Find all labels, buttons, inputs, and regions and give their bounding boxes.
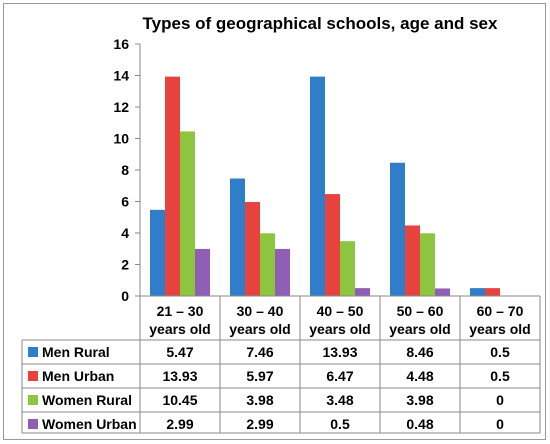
data-label: 0.5 bbox=[330, 416, 350, 432]
bar-women-rural bbox=[420, 233, 435, 296]
data-label: 0.5 bbox=[490, 344, 510, 360]
bar-women-rural bbox=[180, 131, 195, 296]
bar-women-urban bbox=[435, 288, 450, 296]
chart-frame bbox=[3, 3, 546, 440]
y-tick-label: 8 bbox=[121, 162, 129, 178]
legend-swatch bbox=[28, 419, 38, 429]
data-label: 0.5 bbox=[490, 368, 510, 384]
data-label: 6.47 bbox=[326, 368, 353, 384]
y-tick-label: 4 bbox=[121, 225, 129, 241]
data-label: 0 bbox=[496, 416, 504, 432]
y-tick-label: 14 bbox=[113, 68, 129, 84]
bar-men-urban bbox=[325, 194, 340, 296]
y-tick-label: 2 bbox=[121, 257, 129, 273]
legend-label: Women Urban bbox=[42, 416, 137, 432]
data-label: 5.47 bbox=[166, 344, 193, 360]
legend-swatch bbox=[28, 371, 38, 381]
data-label: 5.97 bbox=[246, 368, 273, 384]
data-label: 13.93 bbox=[162, 368, 197, 384]
y-tick-label: 0 bbox=[121, 288, 129, 304]
x-tick-label: years old bbox=[389, 321, 450, 337]
legend-label: Men Urban bbox=[42, 368, 114, 384]
x-tick-label: years old bbox=[149, 321, 210, 337]
bar-women-rural bbox=[340, 241, 355, 296]
x-tick-label: 21 – 30 bbox=[157, 303, 204, 319]
bar-women-urban bbox=[355, 288, 370, 296]
x-tick-label: 30 – 40 bbox=[237, 303, 284, 319]
y-tick-label: 10 bbox=[113, 131, 129, 147]
y-axis: 0 2 4 6 8 10 12 14 16 bbox=[113, 36, 141, 304]
bar-men-rural bbox=[310, 76, 325, 296]
x-tick-label: years old bbox=[229, 321, 290, 337]
data-label: 3.98 bbox=[246, 392, 273, 408]
data-label: 7.46 bbox=[246, 344, 273, 360]
y-tick-label: 16 bbox=[113, 36, 129, 52]
data-table: 21 – 30 years old 30 – 40 years old 40 – 50 y… bbox=[21, 295, 541, 434]
data-label: 0.48 bbox=[406, 416, 433, 432]
chart-title: Types of geographical schools, age and s… bbox=[143, 14, 498, 33]
bar-women-urban bbox=[275, 248, 290, 296]
bar-men-rural bbox=[390, 162, 405, 296]
legend-label: Women Rural bbox=[42, 392, 132, 408]
x-tick-label: years old bbox=[469, 321, 530, 337]
x-tick-label: 60 – 70 bbox=[477, 303, 524, 319]
bar-men-rural bbox=[230, 178, 245, 296]
data-label: 13.93 bbox=[322, 344, 357, 360]
y-tick-label: 6 bbox=[121, 194, 129, 210]
data-label: 3.48 bbox=[326, 392, 353, 408]
data-label: 3.98 bbox=[406, 392, 433, 408]
data-label: 4.48 bbox=[406, 368, 433, 384]
bar-men-urban bbox=[405, 225, 420, 296]
data-label: 0 bbox=[496, 392, 504, 408]
x-tick-label: years old bbox=[309, 321, 370, 337]
bar-women-rural bbox=[260, 233, 275, 296]
bars bbox=[150, 76, 500, 296]
bar-women-urban bbox=[195, 248, 210, 296]
bar-men-rural bbox=[470, 288, 485, 296]
x-tick-label: 40 – 50 bbox=[317, 303, 364, 319]
data-label: 2.99 bbox=[246, 416, 273, 432]
data-label: 10.45 bbox=[162, 392, 197, 408]
bar-men-urban bbox=[245, 201, 260, 296]
bar-men-urban bbox=[485, 288, 500, 296]
y-tick-label: 12 bbox=[113, 99, 129, 115]
data-label: 2.99 bbox=[166, 416, 193, 432]
legend-label: Men Rural bbox=[42, 344, 110, 360]
legend-swatch bbox=[28, 347, 38, 357]
bar-men-rural bbox=[150, 209, 165, 296]
x-tick-label: 50 – 60 bbox=[397, 303, 444, 319]
data-label: 8.46 bbox=[406, 344, 433, 360]
legend-swatch bbox=[28, 395, 38, 405]
bar-men-urban bbox=[165, 76, 180, 296]
